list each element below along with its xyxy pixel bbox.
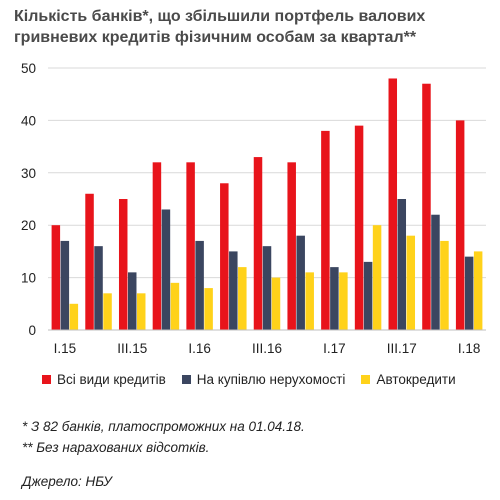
legend-swatch-car-loans [361, 375, 371, 384]
x-tick-label: I.16 [188, 341, 211, 356]
source-note: Джерело: НБУ [22, 474, 112, 489]
bar [170, 282, 180, 330]
bar [94, 246, 103, 330]
chart-title-line-1: Кількість банків*, що збільшили портфель… [14, 8, 426, 25]
legend-swatch-real-estate [181, 375, 191, 384]
legend-item-car-loans: Автокредити [361, 372, 456, 387]
bar [305, 272, 314, 330]
bar [321, 130, 330, 330]
x-tick-label: I.17 [323, 341, 346, 356]
y-tick-label: 50 [21, 61, 36, 76]
bar [473, 251, 483, 330]
chart-legend: Всі види кредитів На купівлю нерухомості… [42, 372, 472, 387]
bar [152, 162, 162, 330]
x-tick-label: I.18 [458, 341, 481, 356]
bar [363, 261, 373, 330]
bar [195, 240, 204, 330]
bar [118, 199, 128, 330]
bar [60, 240, 70, 330]
bar [455, 120, 465, 331]
legend-label-all-loans: Всі види кредитів [57, 372, 166, 387]
bar [431, 214, 440, 330]
legend-item-real-estate: На купівлю нерухомості [181, 372, 346, 387]
bar [397, 199, 407, 330]
bar [440, 240, 449, 330]
x-tick-label: III.15 [117, 341, 147, 356]
chart-title: Кількість банків*, що збільшили портфель… [14, 6, 494, 48]
bar-chart: 0 10 20 30 40 50 I.15 III.15 I.16 III.16 I.17 III.1… [21, 61, 486, 356]
bar [127, 272, 137, 330]
x-tick-label: III.17 [387, 341, 417, 356]
bar [103, 293, 112, 330]
bar [85, 193, 94, 330]
footnote-1: * З 82 банків, платоспроможних на 01.04.… [22, 419, 305, 434]
bar [238, 267, 247, 330]
legend-item-all-loans: Всі види кредитів [42, 372, 166, 387]
bar [406, 235, 416, 330]
bar [69, 303, 79, 330]
y-tick-label: 40 [21, 113, 36, 128]
legend-label-car-loans: Автокредити [376, 372, 456, 387]
y-tick-label: 20 [21, 218, 36, 233]
footnote-2: ** Без нарахованих відсотків. [22, 440, 210, 455]
bar [51, 225, 61, 330]
x-tick-label: I.15 [54, 341, 77, 356]
bar [296, 235, 305, 330]
bar [262, 246, 272, 330]
bar [136, 293, 146, 330]
bar [271, 277, 281, 330]
bar [372, 225, 382, 330]
y-tick-label: 0 [28, 323, 36, 338]
legend-label-real-estate: На купівлю нерухомості [196, 372, 346, 387]
bar [204, 288, 213, 330]
bar [388, 78, 398, 330]
x-tick-label: III.16 [252, 341, 282, 356]
bar [339, 272, 348, 330]
bar [287, 162, 296, 330]
bar [161, 209, 171, 330]
y-tick-label: 10 [21, 271, 36, 286]
bar [422, 83, 431, 330]
bar [330, 267, 339, 330]
bar [186, 162, 195, 330]
bar [220, 183, 229, 330]
bar [354, 125, 364, 330]
bar [464, 256, 474, 330]
legend-swatch-all-loans [42, 375, 51, 384]
bar [253, 157, 263, 330]
bar [229, 251, 238, 330]
chart-notes: * З 82 банків, платоспроможних на 01.04.… [22, 416, 305, 492]
y-tick-label: 30 [21, 166, 36, 181]
chart-title-line-2: гривневих кредитів фізичним особам за кв… [14, 29, 417, 46]
